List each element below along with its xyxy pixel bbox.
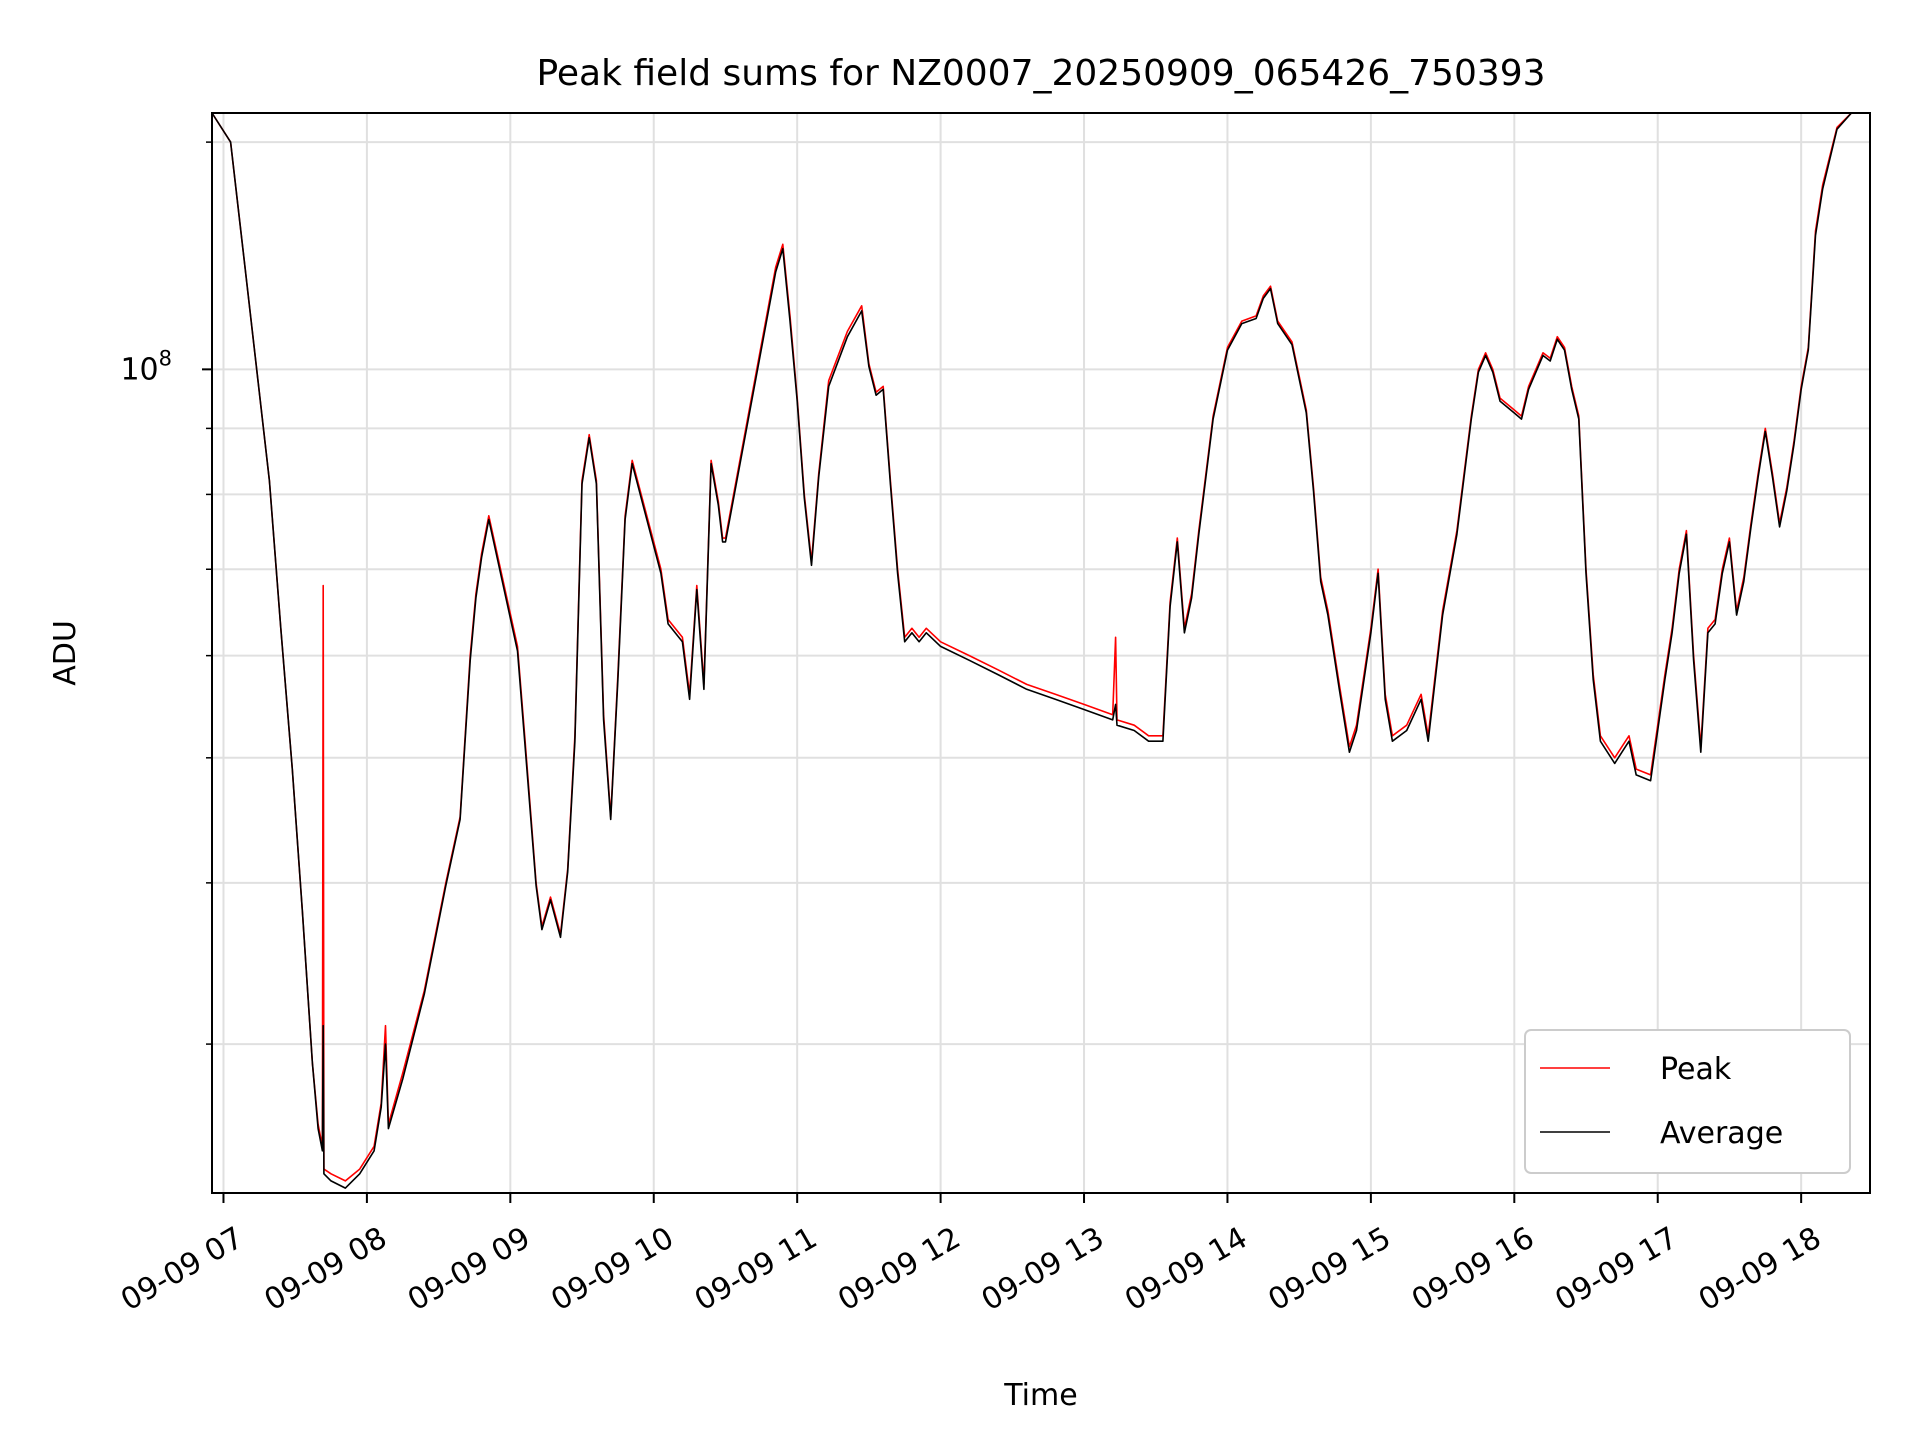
legend-label-peak: Peak	[1660, 1052, 1732, 1087]
x-tick-label: 09-09 18	[1693, 1220, 1827, 1318]
x-tick-label: 09-09 17	[1549, 1220, 1683, 1318]
x-tick-label: 09-09 16	[1406, 1220, 1540, 1318]
legend-label-average: Average	[1660, 1116, 1783, 1151]
x-tick-label: 09-09 09	[402, 1220, 536, 1318]
chart-title: Peak field sums for NZ0007_20250909_0654…	[536, 53, 1545, 94]
x-tick-label: 09-09 14	[1119, 1220, 1253, 1318]
x-tick-label: 09-09 13	[976, 1220, 1110, 1318]
x-tick-label: 09-09 07	[115, 1220, 249, 1318]
legend-box	[1524, 1029, 1851, 1174]
y-tick-label: 108	[120, 346, 172, 387]
x-axis: 09-09 07 09-09 08 09-09 09 09-09 10 09-09 11…	[115, 1193, 1827, 1318]
x-tick-label: 09-09 12	[832, 1220, 966, 1318]
y-axis-label: ADU	[48, 620, 83, 686]
series-layer	[211, 112, 1870, 1189]
x-axis-label: Time	[1003, 1378, 1077, 1413]
series-line-average	[211, 112, 1870, 1189]
y-axis: 108	[120, 141, 212, 1045]
plot-frame	[211, 112, 1871, 1194]
x-tick-label: 09-09 10	[545, 1220, 679, 1318]
series-line-peak	[211, 112, 1870, 1182]
x-tick-label: 09-09 11	[689, 1220, 823, 1318]
x-tick-label: 09-09 08	[259, 1220, 393, 1318]
x-tick-label: 09-09 15	[1263, 1220, 1397, 1318]
legend: Peak Average	[1524, 1029, 1851, 1174]
